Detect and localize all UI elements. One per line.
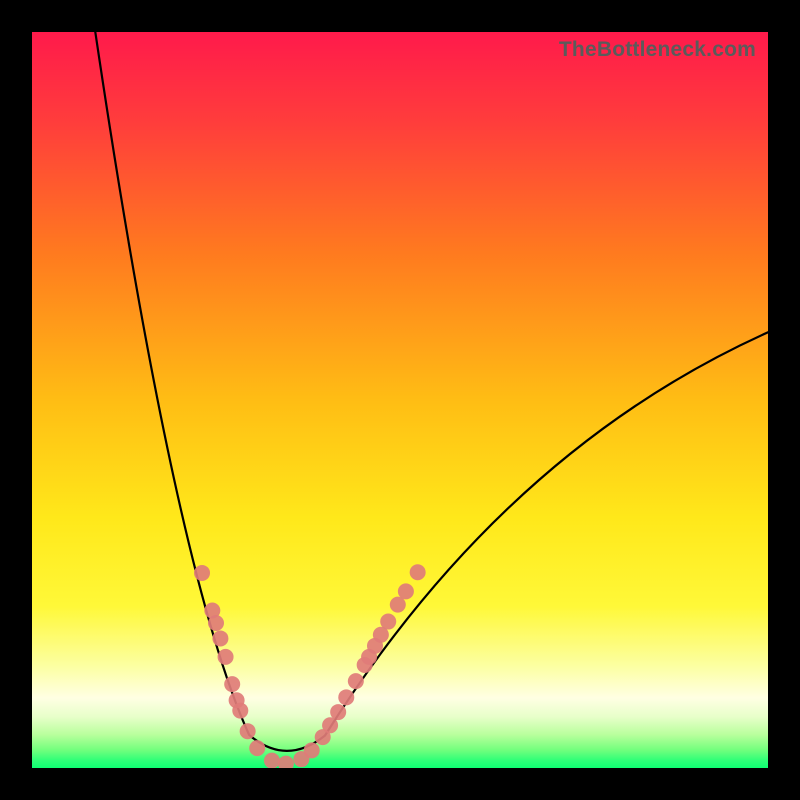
- marker-point: [208, 615, 224, 631]
- marker-point: [304, 742, 320, 758]
- marker-point: [194, 565, 210, 581]
- marker-point: [322, 717, 338, 733]
- marker-point: [240, 723, 256, 739]
- watermark-text: TheBottleneck.com: [559, 38, 756, 62]
- marker-point: [249, 740, 265, 756]
- marker-point: [410, 564, 426, 580]
- marker-point: [232, 703, 248, 719]
- chart-frame: TheBottleneck.com: [0, 0, 800, 800]
- marker-point: [278, 756, 294, 768]
- chart-overlay: [32, 32, 768, 768]
- plot-area: TheBottleneck.com: [32, 32, 768, 768]
- marker-point: [218, 649, 234, 665]
- marker-point: [390, 597, 406, 613]
- marker-point: [338, 689, 354, 705]
- bottleneck-curve: [95, 32, 768, 751]
- curve-markers: [194, 564, 426, 768]
- marker-point: [348, 673, 364, 689]
- marker-point: [264, 753, 280, 768]
- marker-point: [224, 676, 240, 692]
- marker-point: [380, 614, 396, 630]
- marker-point: [330, 704, 346, 720]
- marker-point: [398, 583, 414, 599]
- marker-point: [212, 630, 228, 646]
